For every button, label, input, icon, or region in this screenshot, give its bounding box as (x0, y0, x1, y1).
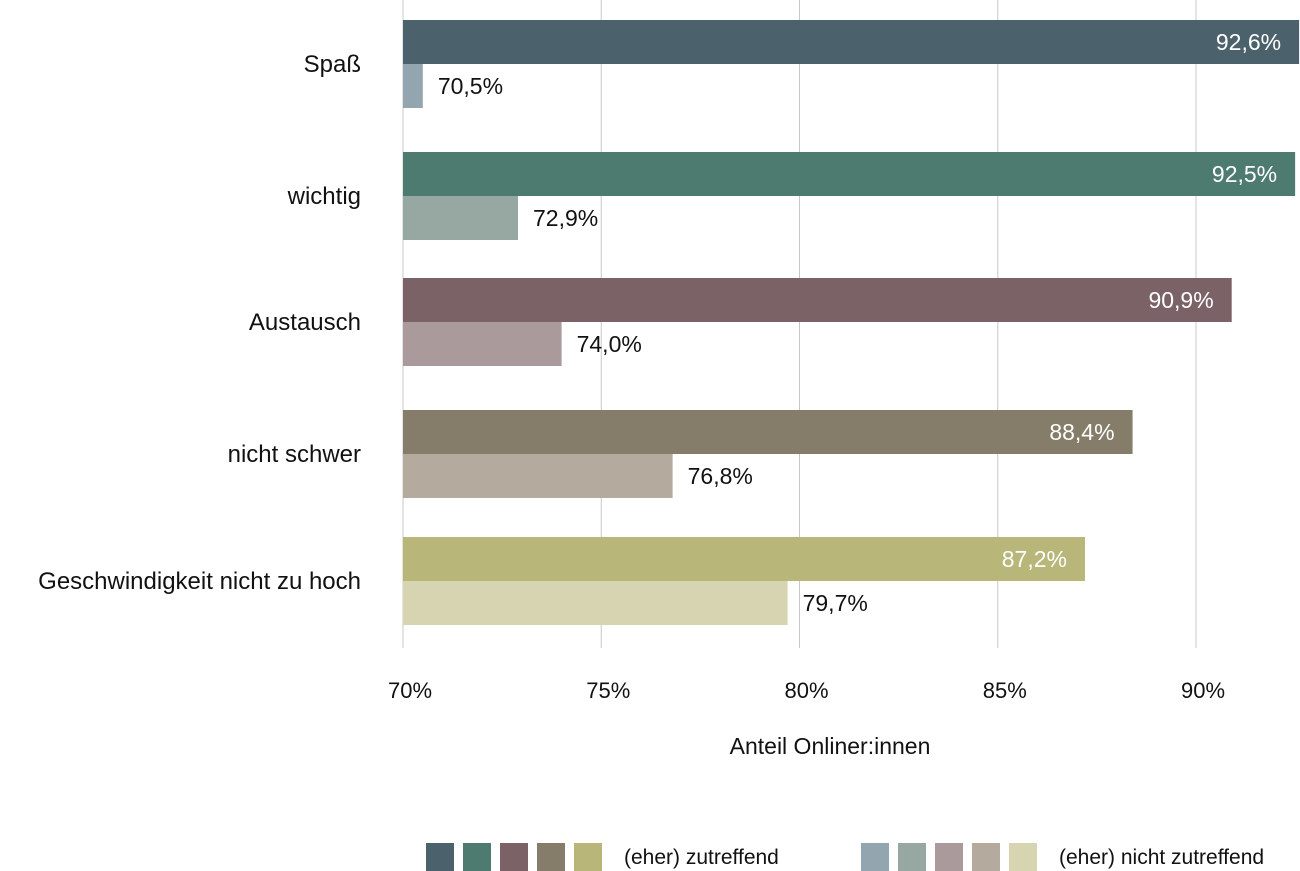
category-label: Geschwindigkeit nicht zu hoch (38, 568, 361, 595)
bar-nicht-zutreffend (403, 454, 673, 498)
bar-zutreffend (403, 410, 1133, 454)
x-axis-title: Anteil Onliner:innen (730, 733, 931, 759)
data-label: 70,5% (438, 73, 503, 99)
bar-zutreffend (403, 278, 1232, 322)
legend-swatch (574, 843, 602, 871)
data-label: 72,9% (533, 205, 598, 231)
legend-swatch (1009, 843, 1037, 871)
bars (403, 20, 1300, 625)
bar-nicht-zutreffend (403, 196, 518, 240)
x-tick-label: 90% (1181, 678, 1225, 703)
bar-zutreffend (403, 152, 1296, 196)
category-label: Spaß (304, 51, 361, 78)
data-label: 92,5% (1212, 161, 1277, 187)
legend-swatch (972, 843, 1000, 871)
legend-swatch (426, 843, 454, 871)
data-label: 79,7% (803, 590, 868, 616)
legend-swatch (861, 843, 889, 871)
data-label: 74,0% (577, 331, 642, 357)
bar-zutreffend (403, 20, 1300, 64)
x-tick-labels: 70% 75% 80% 85% 90% (388, 678, 1225, 703)
value-labels: 92,6% 70,5% 92,5% 72,9% 90,9% 74,0% 88,4% 76,8%… (438, 29, 1281, 616)
data-label: 92,6% (1216, 29, 1281, 55)
legend-label: (eher) nicht zutreffend (1059, 846, 1264, 869)
x-tick-label: 80% (784, 678, 828, 703)
data-label: 88,4% (1049, 419, 1114, 445)
legend-label: (eher) zutreffend (624, 846, 779, 869)
legend-swatch (500, 843, 528, 871)
data-label: 76,8% (688, 463, 753, 489)
category-label: wichtig (287, 183, 361, 210)
legend-swatch (898, 843, 926, 871)
category-label: Austausch (249, 309, 361, 336)
bar-nicht-zutreffend (403, 581, 788, 625)
x-tick-label: 85% (983, 678, 1027, 703)
legend-swatch (935, 843, 963, 871)
x-tick-label: 75% (586, 678, 630, 703)
data-label: 87,2% (1002, 546, 1067, 572)
legend-swatch (537, 843, 565, 871)
category-labels: Spaß wichtig Austausch nicht schwer Geschwin… (38, 51, 361, 595)
legend-swatch (463, 843, 491, 871)
legend: (eher) zutreffend (eher) nicht zutreffend (426, 843, 1264, 871)
bar-nicht-zutreffend (403, 322, 562, 366)
bar-zutreffend (403, 537, 1085, 581)
category-label: nicht schwer (228, 441, 361, 468)
bar-nicht-zutreffend (403, 64, 423, 108)
x-tick-label: 70% (388, 678, 432, 703)
data-label: 90,9% (1148, 287, 1213, 313)
